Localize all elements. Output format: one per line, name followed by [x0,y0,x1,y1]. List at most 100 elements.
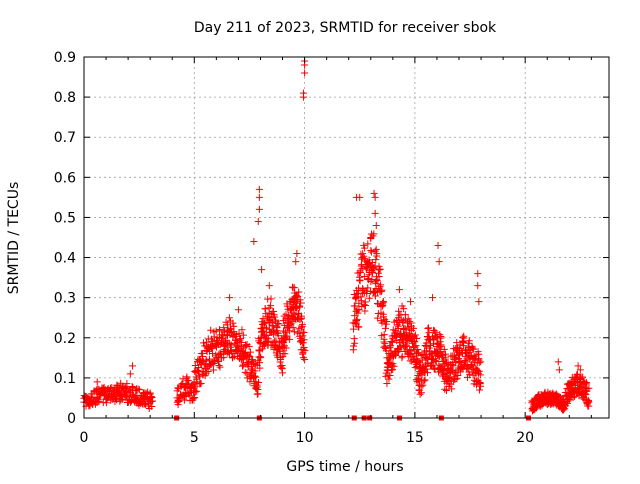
data-point [297,315,305,323]
data-point [357,293,365,301]
data-point [193,387,201,395]
data-point [210,333,218,341]
data-point [362,265,370,273]
data-point [374,269,382,277]
data-point [367,247,375,255]
data-point [395,286,403,294]
data-point [237,338,245,346]
data-point [370,230,378,238]
data-point [472,366,480,374]
data-point [278,364,286,372]
data-point [250,238,258,246]
data-point [241,368,249,376]
data-point [193,367,201,375]
data-point [301,356,309,364]
data-point [196,373,204,381]
data-point [460,342,468,350]
data-point [379,310,387,318]
data-point [267,295,275,303]
data-point [448,385,456,393]
y-tick-label: 0.2 [54,331,76,347]
data-point [135,386,143,394]
data-point [429,356,437,364]
data-point [259,315,267,323]
data-point [259,342,267,350]
y-tick-label: 0.7 [54,130,76,146]
data-point [255,185,263,193]
data-point [387,347,395,355]
data-point [585,384,593,392]
x-tick-label: 20 [516,430,534,446]
data-point [271,313,279,321]
data-point [229,354,237,362]
data-point [300,343,308,351]
data-point [421,376,429,384]
data-point [430,365,438,373]
data-point [390,362,398,370]
data-point [375,262,383,270]
data-point [424,369,432,377]
tick-labels: 0 0.1 0.2 0.3 0.4 0.5 0.6 0.7 0.8 0.9 0 5 10 15 20 [54,50,534,446]
axis-ticks [83,56,609,419]
data-point [275,320,283,328]
data-point [229,319,237,327]
data-point [363,290,371,298]
data-point [226,339,234,347]
data-point [416,390,424,398]
data-point [365,294,373,302]
data-point [404,323,412,331]
data-point [398,352,406,360]
y-tick-label: 0.3 [54,291,76,307]
data-point [220,324,228,332]
data-point [199,349,207,357]
data-point [299,339,307,347]
data-point [299,93,307,101]
data-point [376,265,384,273]
data-point [364,240,372,248]
data-point [257,354,265,362]
data-point [477,358,485,366]
data-point [380,331,388,339]
data-point [215,362,223,370]
y-tick-label: 0 [67,411,76,427]
data-point [402,341,410,349]
data-point [300,329,308,337]
data-point [455,357,463,365]
data-point [255,193,263,201]
data-point [373,277,381,285]
data-point [475,367,483,375]
data-point [255,378,263,386]
data-point [423,354,431,362]
data-point [267,302,275,310]
data-point [298,314,306,322]
data-point [431,356,439,364]
data-point [408,352,416,360]
data-point [554,358,562,366]
data-point [361,301,369,309]
y-tick-label: 0.5 [54,210,76,226]
data-point [437,332,445,340]
data-point [375,273,383,281]
data-point [574,370,582,378]
data-point [576,366,584,374]
data-point [220,346,228,354]
data-point [371,292,379,300]
data-point [574,362,582,370]
data-point [377,281,385,289]
data-point [265,282,273,290]
data-point [394,322,402,330]
data-point [216,349,224,357]
data-point [254,386,262,394]
data-point [256,359,264,367]
data-point [94,396,102,404]
data-point [412,342,420,350]
data-point [227,341,235,349]
data-point [419,381,427,389]
data-point [244,363,252,371]
data-point [183,373,191,381]
data-point [585,398,593,406]
data-point [93,378,101,386]
data-point [191,382,199,390]
